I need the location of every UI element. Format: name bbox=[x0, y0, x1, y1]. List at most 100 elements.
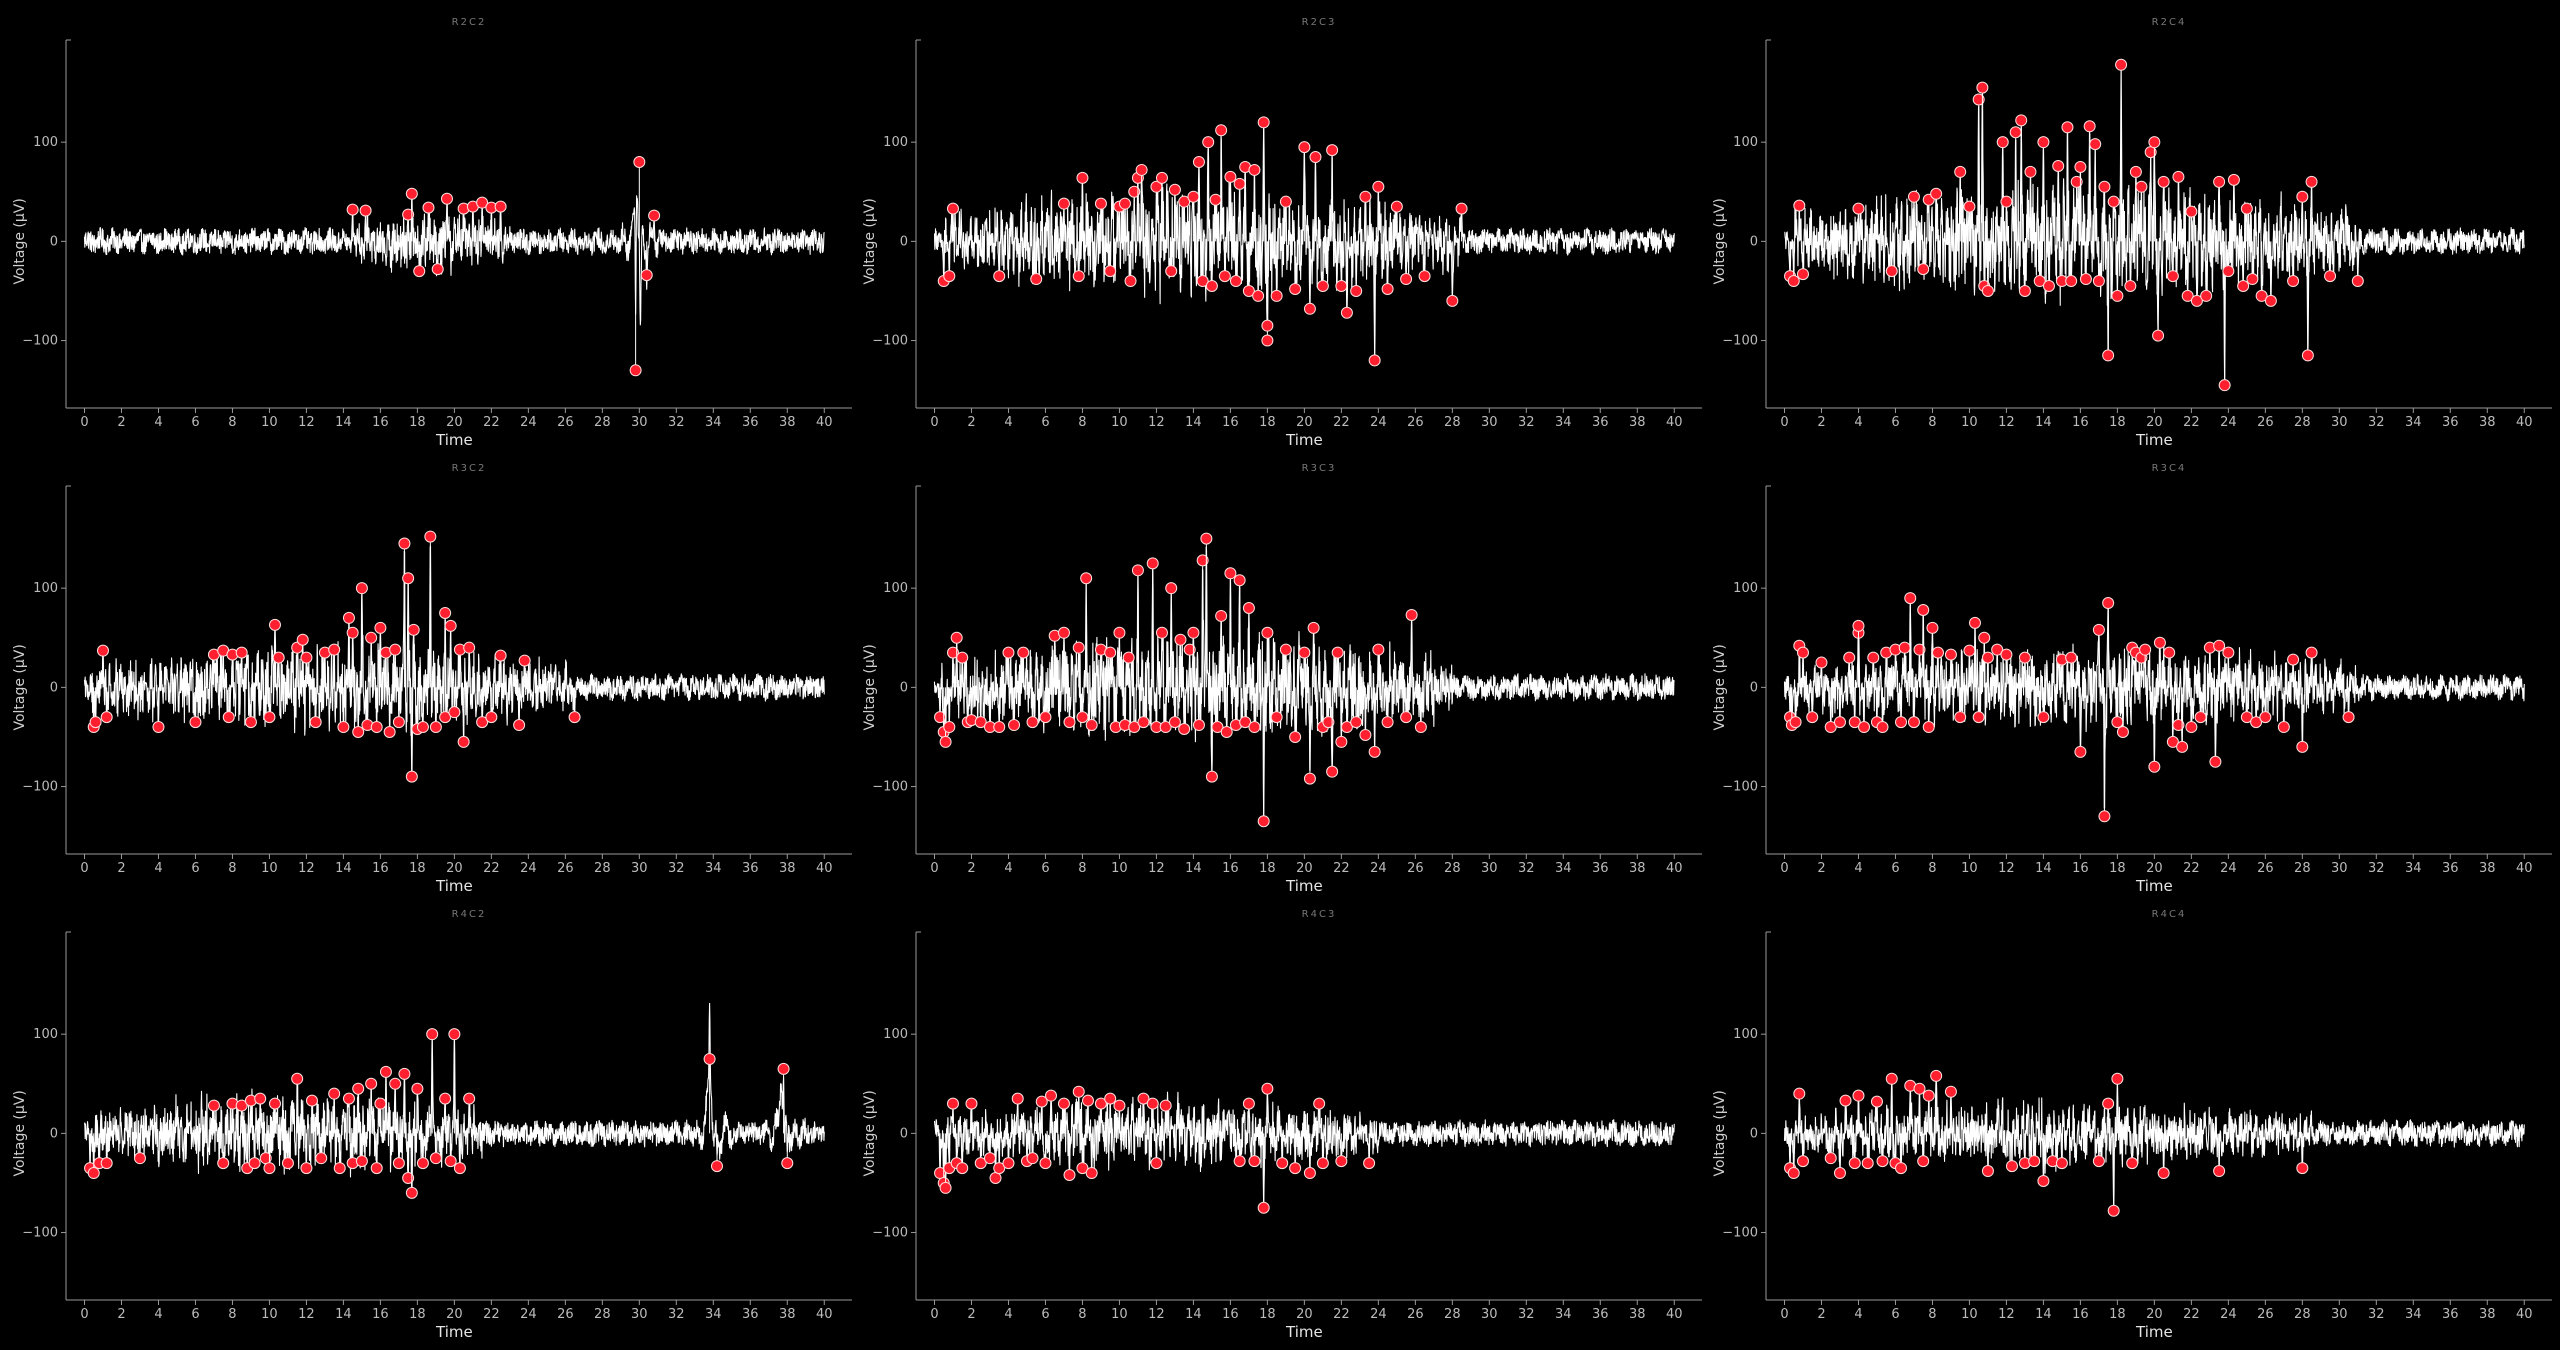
x-tick-label: 26 bbox=[2257, 415, 2274, 430]
spike-marker bbox=[1202, 136, 1215, 149]
x-tick-label: 10 bbox=[1961, 861, 1978, 876]
x-tick-label: 28 bbox=[1444, 1307, 1461, 1322]
spike-marker bbox=[416, 1157, 429, 1170]
x-tick-label: 34 bbox=[705, 415, 722, 430]
spike-marker bbox=[2102, 597, 2115, 610]
spike-marker bbox=[1261, 626, 1274, 639]
spike-marker bbox=[1072, 270, 1085, 283]
spike-marker bbox=[1076, 711, 1089, 724]
spike-marker bbox=[392, 1157, 405, 1170]
spike-marker bbox=[1289, 730, 1302, 743]
x-tick-label: 40 bbox=[2516, 1307, 2533, 1322]
x-tick-label: 40 bbox=[1666, 415, 1683, 430]
spike-marker bbox=[1063, 716, 1076, 729]
x-tick-label: 0 bbox=[1780, 861, 1788, 876]
x-tick-label: 26 bbox=[557, 861, 574, 876]
spike-marker bbox=[1981, 1165, 1994, 1178]
spike-marker bbox=[248, 1157, 261, 1170]
spike-marker bbox=[1215, 124, 1228, 137]
x-tick-label: 14 bbox=[2035, 415, 2052, 430]
x-tick-label: 18 bbox=[409, 1307, 426, 1322]
spike-marker bbox=[2172, 719, 2185, 732]
spike-marker bbox=[1039, 1157, 1052, 1170]
spike-marker bbox=[939, 735, 952, 748]
spike-marker bbox=[1057, 626, 1070, 639]
spike-marker bbox=[2055, 1157, 2068, 1170]
spike-marker bbox=[268, 618, 281, 631]
x-tick-label: 20 bbox=[1296, 415, 1313, 430]
spike-marker bbox=[1118, 197, 1131, 210]
spike-marker bbox=[494, 200, 507, 213]
spike-marker bbox=[1196, 275, 1209, 288]
spike-marker bbox=[2222, 646, 2235, 659]
spike-marker bbox=[2296, 740, 2309, 753]
spike-marker bbox=[1135, 163, 1148, 176]
chart-title: R3C3 bbox=[1302, 463, 1337, 474]
spike-marker bbox=[398, 537, 411, 550]
spike-marker bbox=[1340, 306, 1353, 319]
x-tick-label: 22 bbox=[2183, 415, 2200, 430]
x-tick-label: 4 bbox=[154, 861, 162, 876]
x-tick-label: 30 bbox=[631, 415, 648, 430]
spike-marker bbox=[1944, 1085, 1957, 1098]
x-tick-label: 26 bbox=[557, 415, 574, 430]
spike-marker bbox=[1848, 716, 1861, 729]
x-tick-label: 26 bbox=[557, 1307, 574, 1322]
x-tick-label: 24 bbox=[520, 1307, 537, 1322]
spike-marker bbox=[1057, 197, 1070, 210]
x-tick-label: 38 bbox=[779, 415, 796, 430]
x-tick-label: 10 bbox=[261, 415, 278, 430]
spike-marker bbox=[1289, 282, 1302, 295]
x-tick-label: 8 bbox=[1928, 861, 1936, 876]
spike-marker bbox=[244, 716, 257, 729]
spike-marker bbox=[1248, 721, 1261, 734]
spike-marker bbox=[1248, 1155, 1261, 1168]
y-axis-label: Voltage (μV) bbox=[12, 644, 28, 730]
spike-marker bbox=[1094, 197, 1107, 210]
x-tick-label: 24 bbox=[520, 861, 537, 876]
spike-marker bbox=[1131, 564, 1144, 577]
spike-marker bbox=[429, 721, 442, 734]
spike-marker bbox=[1303, 302, 1316, 315]
spike-marker bbox=[2213, 639, 2226, 652]
x-tick-label: 4 bbox=[1854, 415, 1862, 430]
spike-marker bbox=[2264, 294, 2277, 307]
spike-marker bbox=[1279, 643, 1292, 656]
x-tick-label: 20 bbox=[446, 1307, 463, 1322]
spike-marker bbox=[2227, 173, 2240, 186]
spike-marker bbox=[2296, 190, 2309, 203]
spike-marker bbox=[1298, 646, 1311, 659]
spike-marker bbox=[2098, 810, 2111, 823]
spike-marker bbox=[1205, 770, 1218, 783]
spike-marker bbox=[946, 1097, 959, 1110]
spike-marker bbox=[2185, 205, 2198, 218]
x-tick-label: 32 bbox=[2368, 1307, 2385, 1322]
spike-marker bbox=[710, 1160, 723, 1173]
spike-marker bbox=[1168, 183, 1181, 196]
x-tick-label: 30 bbox=[2331, 1307, 2348, 1322]
spike-marker bbox=[1972, 93, 1985, 106]
spike-marker bbox=[405, 770, 418, 783]
spike-marker bbox=[2018, 651, 2031, 664]
y-tick-label: −100 bbox=[1722, 1226, 1758, 1241]
x-tick-label: 26 bbox=[2257, 1307, 2274, 1322]
x-tick-label: 20 bbox=[1296, 861, 1313, 876]
spike-marker bbox=[1446, 294, 1459, 307]
spike-marker bbox=[448, 1028, 461, 1041]
spike-marker bbox=[2194, 711, 2207, 724]
spike-marker bbox=[405, 1186, 418, 1199]
spike-marker bbox=[1326, 765, 1339, 778]
spike-marker bbox=[956, 1162, 969, 1175]
spike-marker bbox=[333, 1162, 346, 1175]
x-tick-label: 24 bbox=[1370, 415, 1387, 430]
x-tick-label: 26 bbox=[1407, 861, 1424, 876]
spike-marker bbox=[1326, 144, 1339, 157]
spike-marker bbox=[2015, 114, 2028, 127]
spike-marker bbox=[1174, 633, 1187, 646]
x-tick-label: 28 bbox=[594, 1307, 611, 1322]
spike-marker bbox=[2009, 126, 2022, 139]
x-tick-label: 24 bbox=[1370, 861, 1387, 876]
spike-marker bbox=[1876, 1155, 1889, 1168]
spike-marker bbox=[1852, 202, 1865, 215]
spike-marker bbox=[100, 711, 113, 724]
